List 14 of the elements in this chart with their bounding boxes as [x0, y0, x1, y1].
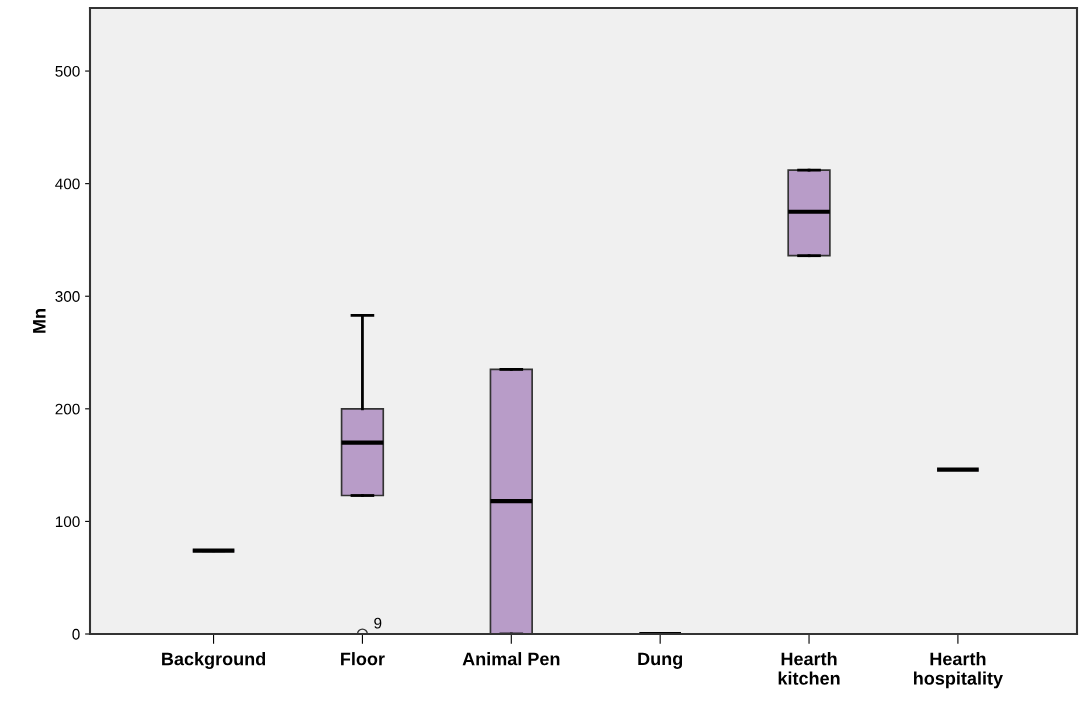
annotation: 9 — [374, 617, 382, 629]
y-tick-label: 400 — [55, 178, 80, 190]
y-tick-label: 100 — [55, 516, 80, 528]
x-tick-label: Hearth hospitality — [914, 652, 1003, 689]
y-tick-label: 300 — [55, 291, 80, 302]
x-tick-label: Floor — [341, 652, 385, 666]
y-tick-label: 0 — [72, 628, 80, 640]
x-tick-label: Hearth kitchen — [778, 652, 840, 685]
y-tick-label: 200 — [55, 403, 80, 415]
x-tick-label: Dung — [638, 652, 683, 669]
x-tick-label: Animal Pen — [462, 652, 560, 666]
x-tick-label: Background — [162, 652, 266, 669]
y-tick-label: 500 — [55, 65, 80, 77]
y-axis-title: Mn — [33, 309, 46, 333]
